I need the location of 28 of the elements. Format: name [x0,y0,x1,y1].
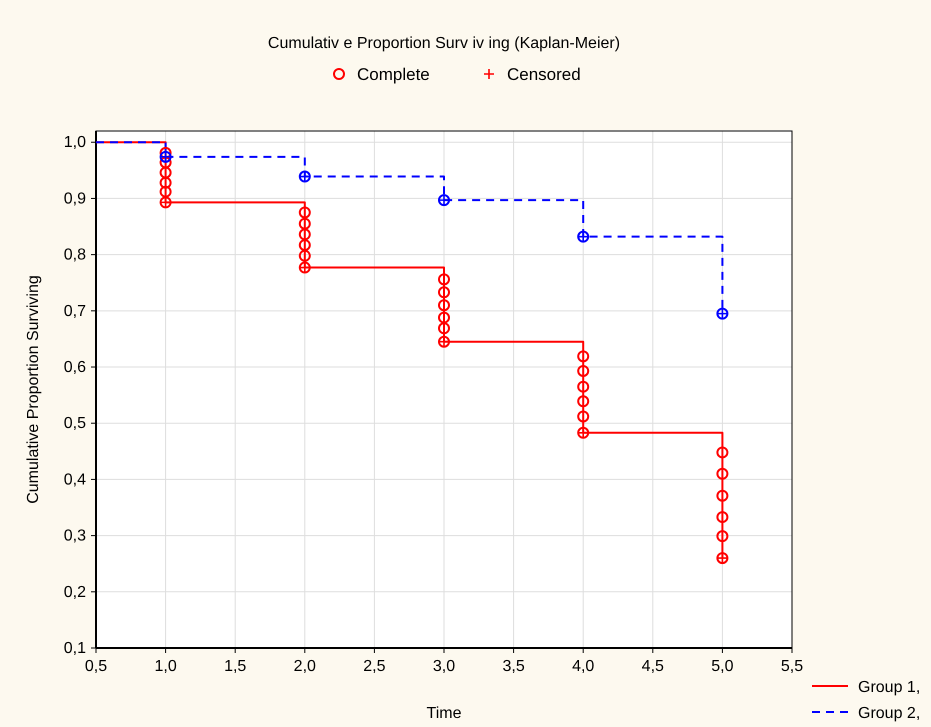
y-tick-label: 0,4 [64,471,86,488]
y-tick-label: 0,2 [64,584,86,601]
y-tick-label: 0,5 [64,415,86,432]
y-tick-label: 0,8 [64,246,86,264]
x-tick-label: 3,0 [432,658,456,675]
y-tick-label: 1,0 [64,134,86,152]
legend-label: Censored [507,65,581,84]
legend-label: Complete [357,65,430,84]
y-axis-title: Cumulative Proportion Surviving [25,275,42,504]
y-tick-label: 0,6 [64,359,86,376]
x-tick-label: 4,0 [572,658,594,675]
y-tick-label: 0,1 [64,640,86,657]
x-tick-label: 1,5 [224,658,246,675]
x-tick-label: 1,0 [154,658,177,675]
x-tick-label: 3,5 [502,658,525,675]
legend-label: Group 2, [858,705,920,722]
chart-title: Cumulativ e Proportion Surv iv ing (Kaplan-Meier) [268,35,620,52]
x-tick-label: 4,5 [642,658,664,675]
y-tick-label: 0,3 [64,528,86,545]
x-tick-label: 5,5 [780,658,804,675]
legend-label: Group 1, [858,679,920,696]
x-tick-label: 2,5 [363,658,386,675]
x-tick-label: 2,0 [294,658,316,675]
y-tick-label: 0,9 [64,190,86,208]
y-tick-label: 0,7 [64,302,86,320]
x-tick-label: 0,5 [84,658,108,675]
x-axis-title: Time [426,705,462,722]
x-tick-label: 5,0 [711,658,734,675]
